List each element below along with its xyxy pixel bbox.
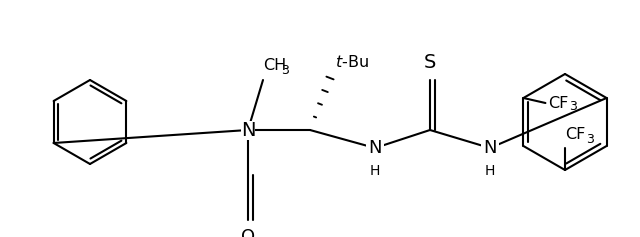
Text: O: O [241, 228, 255, 237]
Text: N: N [483, 139, 497, 157]
Text: 3: 3 [281, 64, 289, 77]
Text: N: N [368, 139, 381, 157]
Text: $\it{t}$-Bu: $\it{t}$-Bu [335, 54, 369, 70]
Text: CF: CF [548, 96, 569, 110]
Text: 3: 3 [586, 133, 594, 146]
Text: S: S [424, 53, 436, 72]
Text: CF: CF [565, 127, 586, 142]
Text: CH: CH [263, 58, 286, 73]
Text: H: H [485, 164, 495, 178]
Text: H: H [370, 164, 380, 178]
Text: N: N [241, 120, 255, 140]
Text: 3: 3 [570, 100, 577, 114]
